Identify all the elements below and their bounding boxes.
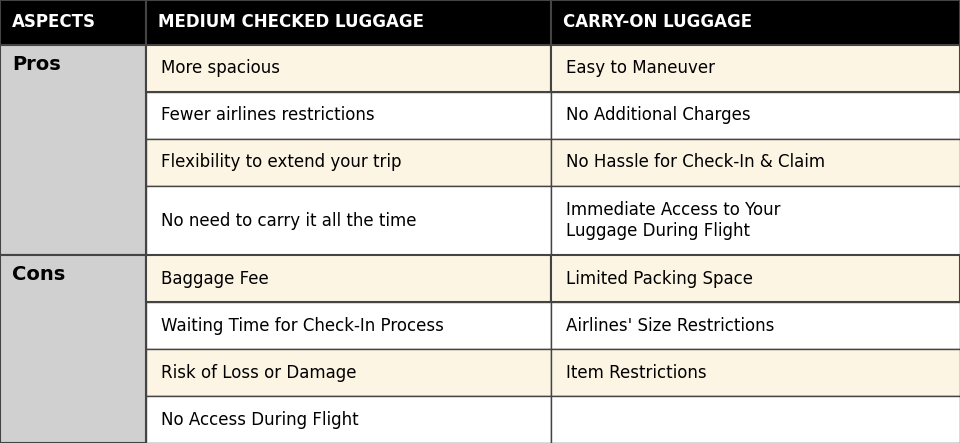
Bar	[0, 45, 146, 255]
Text: Immediate Access to Your
Luggage During Flight: Immediate Access to Your Luggage During …	[566, 201, 780, 240]
Bar	[0, 0, 146, 45]
Bar	[146, 302, 551, 349]
Bar	[551, 139, 960, 186]
Bar	[146, 45, 551, 92]
Text: No Additional Charges: No Additional Charges	[566, 106, 751, 124]
Bar	[146, 139, 551, 186]
Bar	[551, 92, 960, 139]
Text: Baggage Fee: Baggage Fee	[161, 270, 269, 288]
Bar	[146, 186, 551, 255]
Bar	[551, 45, 960, 92]
Bar	[0, 255, 146, 443]
Text: Limited Packing Space: Limited Packing Space	[566, 270, 753, 288]
Bar	[146, 349, 551, 396]
Bar	[551, 349, 960, 396]
Text: Risk of Loss or Damage: Risk of Loss or Damage	[161, 364, 356, 381]
Text: No Hassle for Check-In & Claim: No Hassle for Check-In & Claim	[566, 153, 826, 171]
Text: Airlines' Size Restrictions: Airlines' Size Restrictions	[566, 317, 775, 335]
Bar	[146, 0, 551, 45]
Bar	[551, 186, 960, 255]
Bar	[551, 302, 960, 349]
Text: No Access During Flight: No Access During Flight	[161, 411, 358, 428]
Bar	[551, 255, 960, 302]
Text: Waiting Time for Check-In Process: Waiting Time for Check-In Process	[161, 317, 444, 335]
Text: MEDIUM CHECKED LUGGAGE: MEDIUM CHECKED LUGGAGE	[157, 13, 424, 31]
Text: Item Restrictions: Item Restrictions	[566, 364, 707, 381]
Text: Cons: Cons	[12, 265, 65, 284]
Bar	[146, 396, 551, 443]
Text: CARRY-ON LUGGAGE: CARRY-ON LUGGAGE	[563, 13, 753, 31]
Bar	[146, 92, 551, 139]
Text: Flexibility to extend your trip: Flexibility to extend your trip	[161, 153, 401, 171]
Text: More spacious: More spacious	[161, 59, 280, 78]
Text: Fewer airlines restrictions: Fewer airlines restrictions	[161, 106, 374, 124]
Bar	[551, 0, 960, 45]
Bar	[146, 255, 551, 302]
Text: Pros: Pros	[12, 55, 60, 74]
Bar	[551, 396, 960, 443]
Text: ASPECTS: ASPECTS	[12, 13, 96, 31]
Text: Easy to Maneuver: Easy to Maneuver	[566, 59, 715, 78]
Text: No need to carry it all the time: No need to carry it all the time	[161, 211, 417, 229]
